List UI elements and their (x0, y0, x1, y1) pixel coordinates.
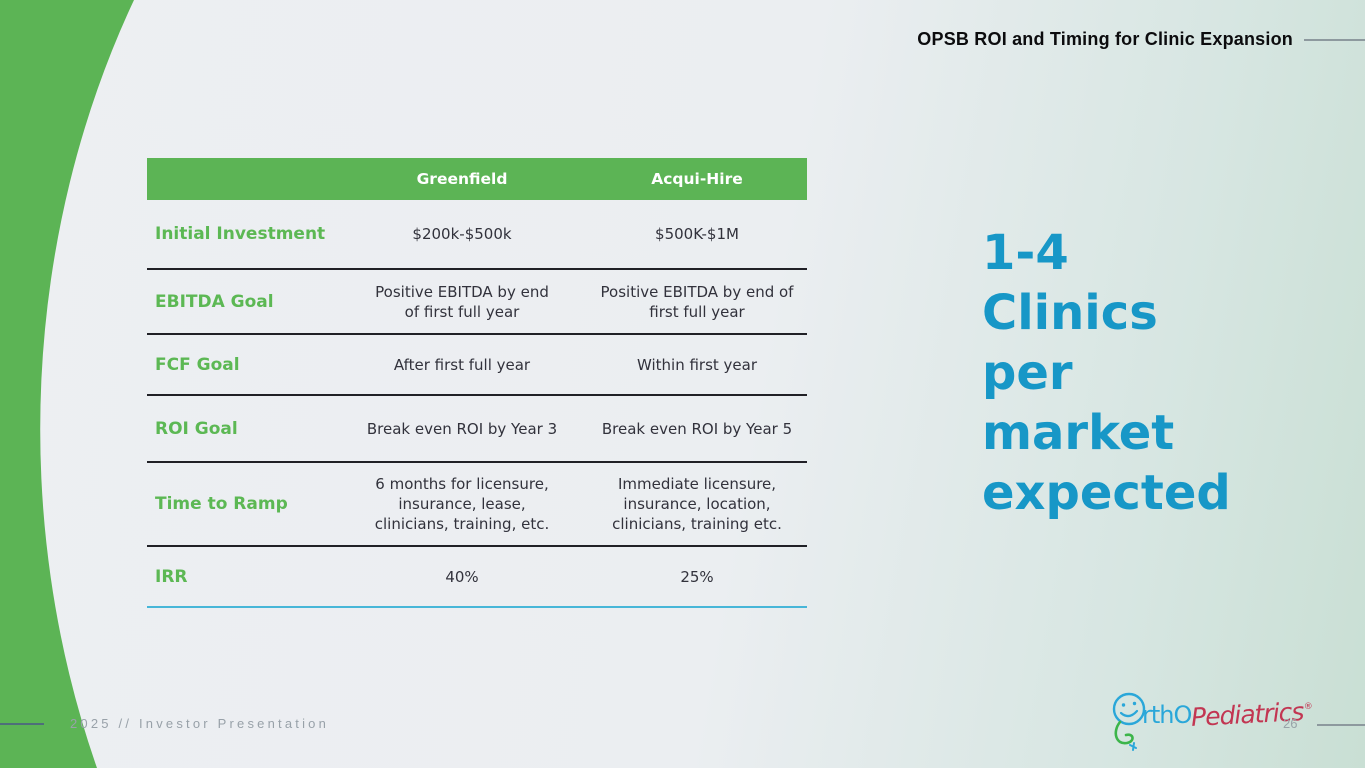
table-row: IRR 40% 25% (147, 545, 807, 606)
slide-title: OPSB ROI and Timing for Clinic Expansion (917, 29, 1293, 49)
headline-line: market (982, 405, 1175, 461)
greenfield-value: Break even ROI by Year 3 (366, 419, 558, 438)
row-label: Time to Ramp (155, 494, 288, 514)
orthopediatrics-logo: rthOPediatrics® (1110, 690, 1313, 758)
greenfield-value: 40% (445, 567, 479, 586)
table-row: EBITDA Goal Positive EBITDA by end of fi… (147, 268, 807, 333)
acquihire-value: 25% (680, 567, 714, 586)
table-header-greenfield: Greenfield (416, 170, 508, 188)
green-crescent-decoration (0, 0, 134, 768)
headline-line: Clinics (982, 285, 1158, 341)
greenfield-value: 6 months for licensure, insurance, lease… (374, 475, 550, 533)
acquihire-value: Immediate licensure, insurance, location… (612, 475, 782, 533)
row-label: EBITDA Goal (155, 291, 274, 312)
table-row: ROI Goal Break even ROI by Year 3 Break … (147, 394, 807, 461)
headline-line: 1-4 (982, 225, 1069, 281)
row-label: Initial Investment (155, 224, 326, 244)
page-number: 26 (1283, 716, 1298, 731)
registered-mark: ® (1303, 702, 1313, 712)
acquihire-value: Positive EBITDA by end of first full yea… (600, 282, 794, 321)
logo-text-blue: rthO (1142, 701, 1192, 729)
title-rule (1304, 39, 1365, 41)
row-label: ROI Goal (155, 418, 238, 439)
key-message-headline: 1-4 Clinics per market expected (982, 223, 1231, 523)
table-row: Initial Investment $200k-$500k $500K-$1M (147, 200, 807, 268)
row-label: FCF Goal (155, 354, 240, 375)
logo-wordmark: rthOPediatrics® (1142, 697, 1313, 732)
headline-line: expected (982, 465, 1231, 521)
comparison-table: Greenfield Acqui-Hire Initial Investment… (147, 158, 807, 608)
acquihire-value: Within first year (636, 355, 758, 374)
table-row: FCF Goal After first full year Within fi… (147, 333, 807, 394)
footer-rule-right (1317, 724, 1365, 726)
footer-text: 2025 // Investor Presentation (70, 716, 330, 731)
table-header-acquihire: Acqui-Hire (651, 170, 743, 188)
footer-rule-left (0, 723, 44, 725)
headline-line: per (982, 345, 1073, 401)
table-row: Time to Ramp 6 months for licensure, ins… (147, 461, 807, 545)
acquihire-value: Break even ROI by Year 5 (601, 419, 793, 438)
row-label: IRR (155, 566, 188, 587)
acquihire-value: $500K-$1M (655, 225, 739, 243)
greenfield-value: Positive EBITDA by end of first full yea… (375, 282, 549, 321)
smiley-face-icon (1112, 692, 1146, 751)
table-header-row: Greenfield Acqui-Hire (147, 158, 807, 200)
greenfield-value: $200k-$500k (412, 225, 512, 243)
greenfield-value: After first full year (393, 355, 531, 374)
